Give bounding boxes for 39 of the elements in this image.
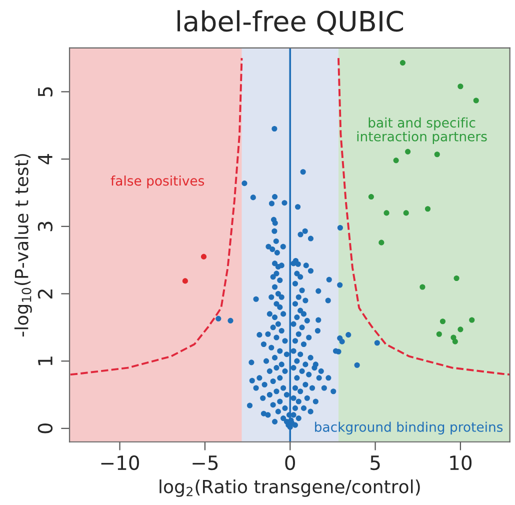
point — [458, 84, 464, 90]
y-tick-label: 4 — [38, 154, 52, 164]
x-axis-title: log$_{2}$(Ratio transgene/control) — [160, 479, 420, 497]
point — [384, 210, 390, 216]
point — [454, 275, 460, 282]
point — [182, 278, 188, 284]
y-tick-label: 3 — [38, 222, 53, 232]
point — [403, 210, 409, 216]
annotation: background binding proteins — [315, 422, 503, 434]
point — [378, 240, 384, 246]
point — [469, 317, 475, 323]
point — [458, 326, 464, 332]
point — [405, 148, 411, 154]
y-tick-label: 5 — [38, 87, 53, 96]
point — [440, 318, 446, 324]
annotation: false positives — [110, 176, 204, 188]
point — [473, 98, 479, 104]
line-series — [338, 57, 510, 376]
point — [420, 284, 426, 290]
x-tick-label: −5 — [192, 456, 218, 470]
point — [424, 206, 431, 212]
y-tick-label: 1 — [38, 356, 52, 366]
x-tick-label: 10 — [450, 455, 472, 470]
y-tick-label: 2 — [38, 290, 52, 299]
y-axis-title: -log$_{10}$(P-value t test) — [14, 154, 32, 336]
x-tick-label: −10 — [101, 455, 139, 470]
point — [368, 194, 374, 200]
x-tick-label: 5 — [370, 456, 380, 470]
x-tick-label: 0 — [285, 455, 296, 470]
point — [452, 338, 458, 344]
point — [436, 331, 442, 337]
line-series — [70, 57, 243, 376]
annotation: bait and specific interaction partners — [357, 117, 487, 144]
point — [200, 254, 207, 260]
y-tick-label: 0 — [38, 424, 53, 434]
point — [434, 152, 440, 158]
point — [393, 158, 399, 164]
point — [400, 60, 406, 66]
chart-title: label-free QUBIC — [177, 10, 403, 35]
